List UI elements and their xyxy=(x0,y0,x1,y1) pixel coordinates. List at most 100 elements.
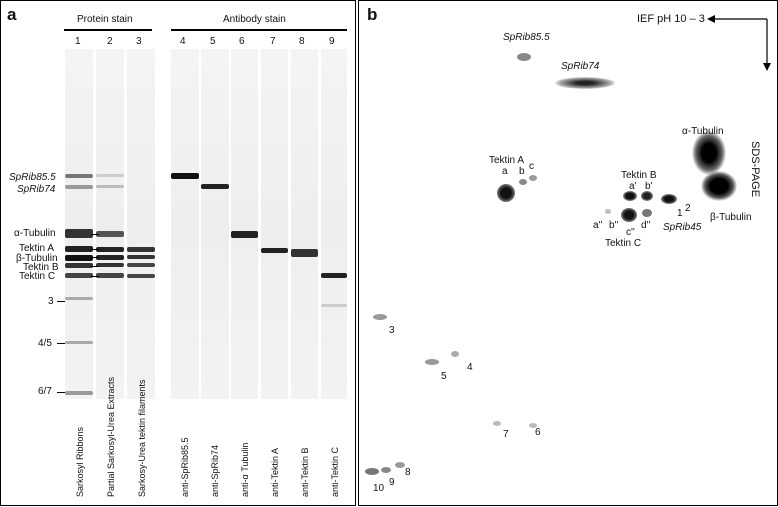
spot-label-d2: d'' xyxy=(641,220,651,231)
gel-spot xyxy=(395,462,405,468)
lane-number: 9 xyxy=(329,36,335,47)
lane-label: anti-Tektin C xyxy=(330,446,340,497)
gel-band xyxy=(127,255,155,259)
spot-label-sprib74: SpRib74 xyxy=(561,61,600,72)
gel-band xyxy=(65,246,93,252)
marker-sprib74: SpRib74 xyxy=(17,184,56,195)
spot-label-n6: 6 xyxy=(535,427,541,438)
spot-label-n10: 10 xyxy=(373,483,385,494)
gel-band xyxy=(96,185,124,188)
lane-number: 1 xyxy=(75,36,81,47)
lane-number: 8 xyxy=(299,36,305,47)
gel-band xyxy=(96,231,124,237)
axis-arrows xyxy=(707,15,771,71)
spot-label-n9: 9 xyxy=(389,477,395,488)
gel-band xyxy=(65,341,93,344)
gel-spot xyxy=(365,468,379,475)
gel-band xyxy=(65,185,93,189)
gel-band xyxy=(96,263,124,267)
lane-number: 7 xyxy=(270,36,276,47)
marker-tick xyxy=(57,392,65,393)
marker-tick xyxy=(57,301,65,302)
gel-spot xyxy=(605,209,611,214)
spot-label-n8: 8 xyxy=(405,467,411,478)
spot-label-n4: 4 xyxy=(467,362,473,373)
marker-tick xyxy=(57,343,65,344)
marker-btubulin: β-Tubulin xyxy=(16,253,58,264)
gel-band xyxy=(65,255,93,261)
spot-label-sprib45: SpRib45 xyxy=(663,222,702,233)
gel-spot xyxy=(529,423,537,428)
spot-label-n5: 5 xyxy=(441,371,447,382)
lane-number: 3 xyxy=(136,36,142,47)
gel-band xyxy=(65,391,93,395)
gel-lane-5 xyxy=(201,49,229,399)
marker-4-5: 4/5 xyxy=(38,338,52,349)
gel-band xyxy=(96,273,124,278)
gel-lane-9 xyxy=(321,49,347,399)
spot-label-a1: a' xyxy=(629,181,637,192)
marker-tick xyxy=(91,266,99,267)
gel-spot xyxy=(519,179,527,185)
spot-label-a: a xyxy=(502,166,508,177)
gel-band xyxy=(201,184,229,189)
lane-number: 2 xyxy=(107,36,113,47)
marker-3: 3 xyxy=(48,296,54,307)
panel-b: b IEF pH 10 – 3 SDS-PAGE Sp xyxy=(358,0,778,506)
lane-label: Sarkosyl Ribbons xyxy=(75,426,85,497)
gel-band xyxy=(261,248,288,253)
lane-number: 4 xyxy=(180,36,186,47)
marker-atubulin: α-Tubulin xyxy=(14,228,56,239)
gel-band xyxy=(321,273,347,278)
spot-label-a2: a'' xyxy=(593,220,603,231)
marker-tick xyxy=(91,234,99,235)
gel-spot xyxy=(701,171,737,201)
antibody-stain-header: Antibody stain xyxy=(223,14,286,25)
lane-number: 6 xyxy=(239,36,245,47)
spot-label-b2: b'' xyxy=(609,220,619,231)
protein-stain-header: Protein stain xyxy=(77,14,133,25)
marker-tektin-a: Tektin A xyxy=(19,243,55,254)
gel-band xyxy=(321,304,347,307)
gel-spot xyxy=(497,184,515,202)
gel-spot xyxy=(517,53,531,61)
lane-label: anti-SpRib85.5 xyxy=(180,437,190,497)
marker-tick xyxy=(91,276,99,277)
lane-label: Partial Sarkosyl-Urea Extracts xyxy=(106,376,116,497)
gel-spot xyxy=(623,191,637,201)
gel-spot xyxy=(529,175,537,181)
gel-lane-4 xyxy=(171,49,199,399)
spot-label-btubulin: β-Tubulin xyxy=(710,212,752,223)
gel-lane-1 xyxy=(65,49,93,399)
lane-label: anti-α Tubulin xyxy=(240,442,250,497)
gel-band xyxy=(96,247,124,252)
lane-number: 5 xyxy=(210,36,216,47)
spot-label-tektin-c: Tektin C xyxy=(605,238,642,249)
gel-band xyxy=(65,297,93,300)
gel-spot xyxy=(373,314,387,320)
gel-lane-2 xyxy=(96,49,124,399)
gel-spot xyxy=(493,421,501,426)
spot-label-c2: c'' xyxy=(626,227,635,238)
spot-label-n7: 7 xyxy=(503,429,509,440)
gel-band xyxy=(96,255,124,260)
marker-tick xyxy=(91,249,99,250)
ief-axis-label: IEF pH 10 – 3 xyxy=(637,13,705,25)
marker-tick xyxy=(91,257,99,258)
gel-spot xyxy=(642,209,652,217)
spot-label-sprib85: SpRib85.5 xyxy=(503,32,550,43)
gel-band xyxy=(127,263,155,267)
lane-label: anti-Tektin A xyxy=(270,447,280,497)
marker-tektin-c: Tektin C xyxy=(19,271,56,282)
protein-stain-rule xyxy=(64,29,152,31)
gel-lane-3 xyxy=(127,49,155,399)
gel-lane-6 xyxy=(231,49,258,399)
gel-band xyxy=(65,229,93,238)
gel-spot xyxy=(641,191,653,201)
panel-a: a Protein stain Antibody stain 1 2 3 4 5… xyxy=(0,0,356,506)
spot-label-b: b xyxy=(519,166,525,177)
spot-label-n1: 1 xyxy=(677,208,683,219)
gel-spot xyxy=(555,77,615,89)
gel-band xyxy=(231,231,258,238)
gel-band xyxy=(65,273,93,278)
